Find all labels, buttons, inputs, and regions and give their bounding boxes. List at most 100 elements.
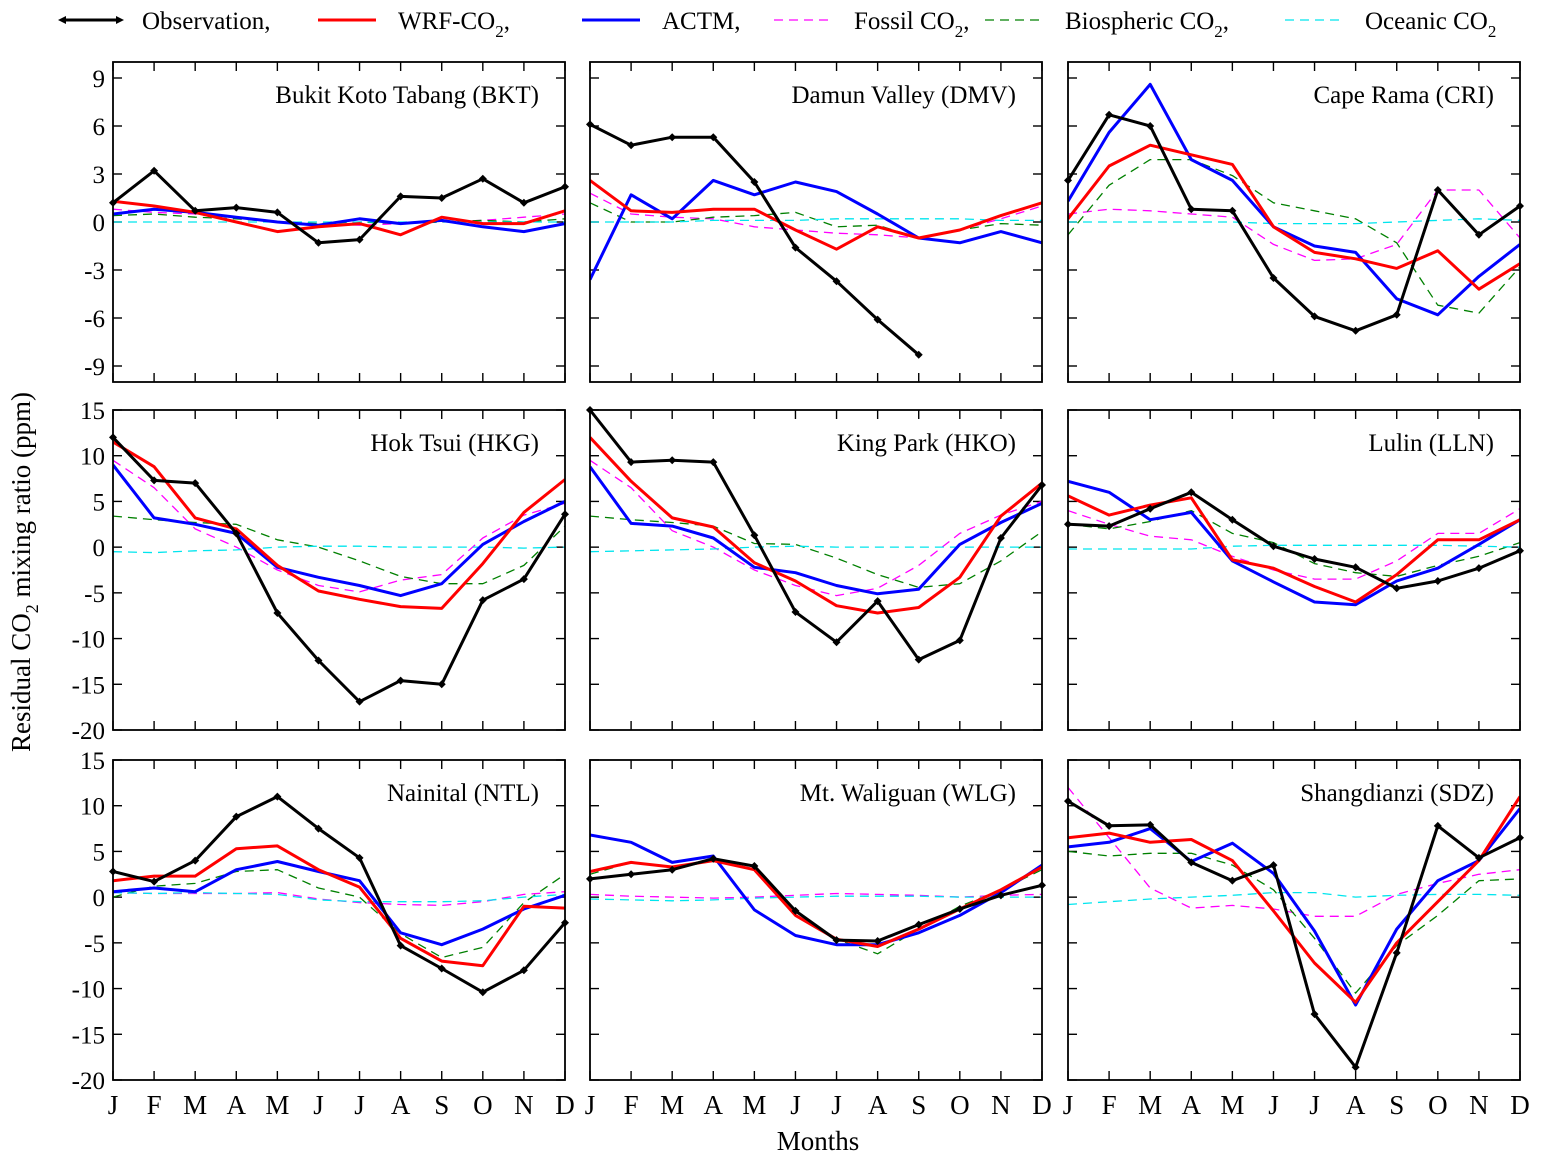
observation-point — [1392, 310, 1401, 319]
x-tick-label: A — [227, 1090, 247, 1120]
observation-point — [396, 941, 405, 950]
legend-entry-observation: Observation, — [58, 8, 270, 35]
y-tick-label: 5 — [93, 489, 106, 516]
observation-point — [1310, 312, 1319, 321]
series-line-actm — [113, 860, 565, 947]
y-tick-label: 6 — [93, 114, 106, 141]
x-tick-label: J — [1268, 1090, 1279, 1120]
x-tick-label: F — [624, 1090, 639, 1120]
observation-point — [150, 166, 159, 175]
legend-label: WRF-CO2, — [398, 8, 510, 41]
series-line-oceanic-co2 — [113, 545, 565, 554]
observation-point — [478, 988, 487, 997]
observation-point — [1187, 488, 1196, 497]
y-tick-label: 0 — [93, 885, 106, 912]
series-line-wrf-co2 — [1068, 143, 1520, 291]
observation-point — [955, 905, 964, 914]
observation-point — [914, 920, 923, 929]
series-line-observation — [1068, 799, 1520, 1069]
y-axis-label-sub: 2 — [22, 604, 42, 613]
series-line-oceanic-co2 — [590, 218, 1042, 223]
series-line-actm — [113, 207, 565, 234]
observation-point — [873, 937, 882, 946]
y-tick-label: 0 — [93, 535, 106, 562]
series-line-biospheric-co2 — [113, 515, 565, 585]
series-line-wrf-co2 — [113, 199, 565, 237]
observation-point — [1433, 576, 1442, 585]
observation-point — [1187, 858, 1196, 867]
observation-point — [1105, 522, 1114, 531]
series-line-fossil-co2 — [1068, 189, 1520, 262]
observation-point — [437, 964, 446, 973]
x-tick-label: M — [1138, 1090, 1162, 1120]
panel-title: Mt. Waliguan (WLG) — [800, 780, 1016, 807]
observation-point — [914, 350, 923, 359]
observation-point — [627, 870, 636, 879]
observation-point — [1187, 205, 1196, 214]
panel-frame — [1067, 61, 1521, 383]
panel-frame — [589, 409, 1043, 731]
observation-point — [273, 608, 282, 617]
observation-point — [1310, 555, 1319, 564]
panel-frame — [589, 759, 1043, 1081]
observation-point — [1146, 122, 1155, 130]
y-axis-label-pre: Residual CO — [6, 613, 36, 752]
observation-point — [1269, 861, 1278, 870]
legend-arrow-right — [116, 16, 124, 24]
panel-hok-tsui-hkg: -20 -15 -10 -5 0 5 10 15 Hok Tsui (HKG) — [72, 398, 569, 745]
observation-point — [314, 238, 323, 247]
observation-point — [873, 315, 882, 324]
series-line-biospheric-co2 — [1068, 509, 1520, 578]
panel-title: Cape Rama (CRI) — [1313, 82, 1494, 109]
legend-arrow-left — [58, 16, 66, 24]
panel-frame — [112, 759, 566, 1081]
x-tick-label: A — [868, 1090, 888, 1120]
legend-label: Biospheric CO2, — [1065, 8, 1229, 41]
legend-entry-fossil-co: Fossil CO2, — [774, 8, 969, 41]
panel-bukit-koto-tabang-bkt: -9 -6 -3 0 3 6 9 Bukit Koto Tabang (BKT) — [84, 61, 569, 383]
x-tick-label: J — [1309, 1090, 1320, 1120]
observation-point — [1105, 110, 1114, 119]
legend-label: Fossil CO2, — [854, 8, 969, 41]
x-tick-label: N — [514, 1090, 534, 1120]
series-line-fossil-co2 — [1068, 786, 1520, 917]
x-tick-label: N — [991, 1090, 1011, 1120]
observation-point — [832, 936, 841, 945]
legend-entry-biospheric-co: Biospheric CO2, — [985, 8, 1229, 41]
series-line-observation — [590, 123, 920, 356]
observation-point — [478, 174, 487, 183]
observation-point — [709, 854, 718, 863]
series-line-fossil-co2 — [590, 892, 1042, 899]
panel-title: Damun Valley (DMV) — [792, 82, 1017, 109]
panel-title: Lulin (LLN) — [1368, 430, 1494, 457]
panel-frame — [112, 409, 566, 731]
observation-point — [1474, 230, 1483, 239]
x-tick-label: A — [704, 1090, 724, 1120]
observation-point — [437, 680, 446, 689]
observation-point — [1392, 948, 1401, 957]
observation-point — [709, 458, 718, 467]
series-line-actm — [1068, 82, 1520, 317]
y-tick-label: 9 — [93, 66, 106, 93]
observation-point — [314, 656, 323, 665]
observation-point — [1351, 563, 1360, 572]
panel-title: Bukit Koto Tabang (BKT) — [275, 82, 539, 109]
x-tick-label: J — [313, 1090, 324, 1120]
series-line-fossil-co2 — [1068, 508, 1520, 580]
observation-point — [1310, 1010, 1319, 1019]
observation-point — [519, 198, 528, 207]
observation-point — [1351, 326, 1360, 335]
y-tick-label: -6 — [84, 306, 105, 333]
observation-point — [996, 891, 1005, 900]
observation-point — [1228, 876, 1237, 885]
observation-point — [668, 133, 677, 142]
observation-point — [1269, 274, 1278, 282]
observation-point — [314, 824, 323, 833]
series-line-actm — [590, 465, 1042, 596]
panel-frame — [589, 61, 1043, 383]
series-line-biospheric-co2 — [1068, 850, 1520, 994]
observation-point — [832, 277, 841, 286]
x-tick-label: F — [1102, 1090, 1117, 1120]
y-tick-label: 5 — [93, 839, 106, 866]
